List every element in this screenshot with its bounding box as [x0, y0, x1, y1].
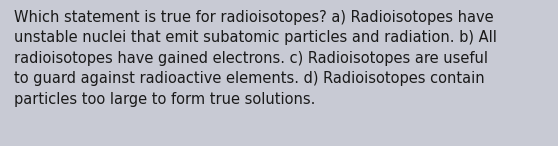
Text: Which statement is true for radioisotopes? a) Radioisotopes have
unstable nuclei: Which statement is true for radioisotope…: [14, 10, 497, 107]
